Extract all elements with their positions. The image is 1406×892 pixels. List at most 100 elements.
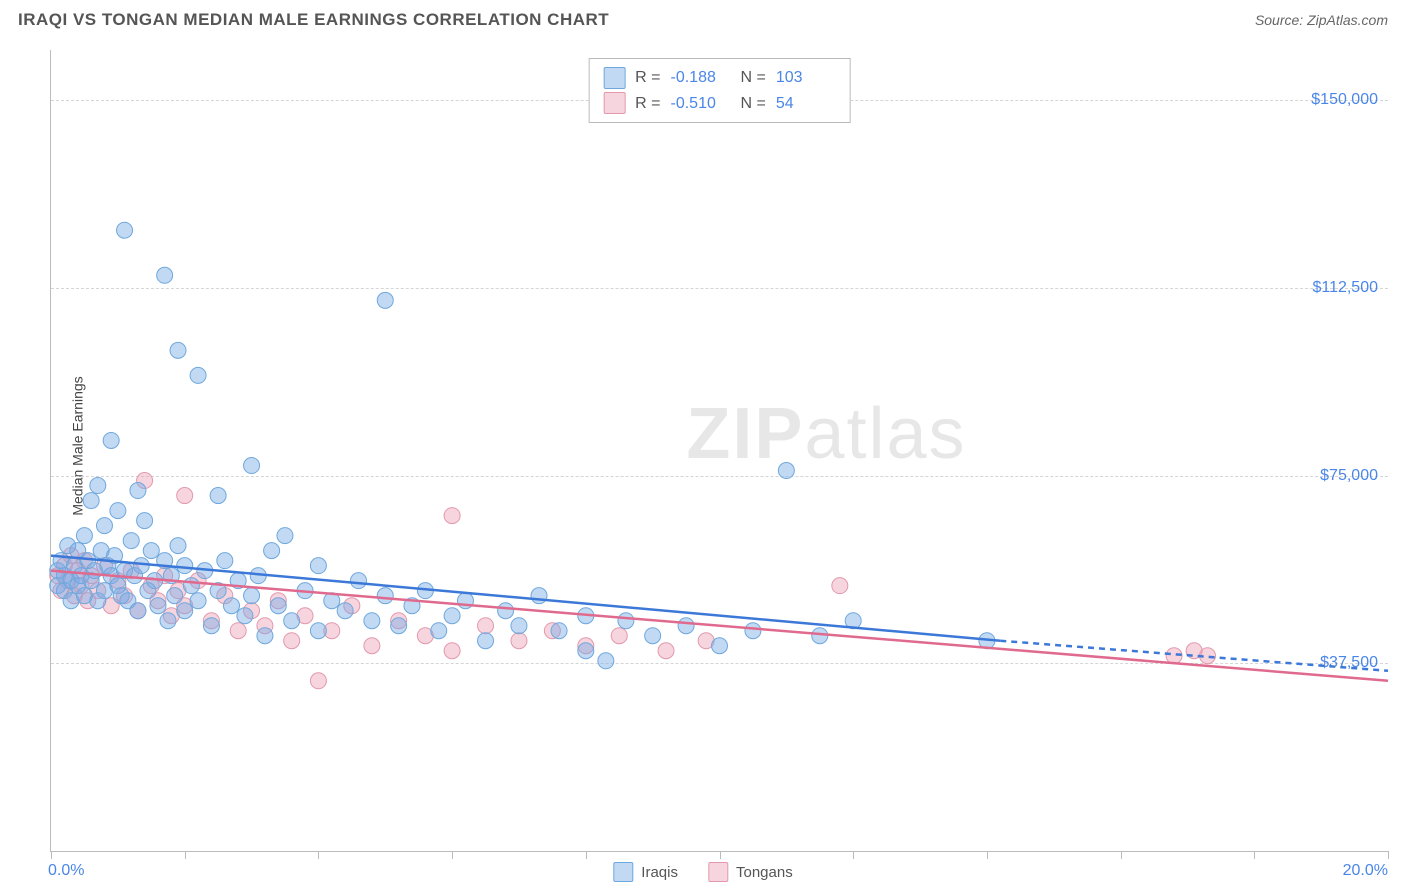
r-label: R = (635, 91, 660, 117)
scatter-point (391, 618, 407, 634)
x-tick (1121, 851, 1122, 859)
chart-plot-area: ZIPatlas $37,500$75,000$112,500$150,000 … (50, 50, 1388, 852)
scatter-point (130, 603, 146, 619)
scatter-point (645, 628, 661, 644)
scatter-point (511, 618, 527, 634)
scatter-point (778, 463, 794, 479)
x-tick (586, 851, 587, 859)
scatter-svg (51, 50, 1388, 851)
legend-item-b: Tongans (708, 862, 793, 882)
x-tick (185, 851, 186, 859)
scatter-point (257, 628, 273, 644)
legend-label-a: Iraqis (641, 864, 678, 881)
scatter-point (478, 633, 494, 649)
scatter-point (531, 588, 547, 604)
trend-line (51, 571, 1388, 681)
scatter-point (364, 613, 380, 629)
legend-item-a: Iraqis (613, 862, 678, 882)
swatch-series-a-icon (613, 862, 633, 882)
scatter-point (217, 553, 233, 569)
scatter-point (167, 588, 183, 604)
scatter-point (578, 643, 594, 659)
scatter-point (377, 292, 393, 308)
scatter-point (237, 608, 253, 624)
scatter-point (745, 623, 761, 639)
scatter-point (83, 493, 99, 509)
scatter-point (511, 633, 527, 649)
scatter-point (190, 593, 206, 609)
scatter-point (284, 633, 300, 649)
scatter-point (270, 598, 286, 614)
scatter-point (364, 638, 380, 654)
scatter-point (244, 458, 260, 474)
scatter-point (498, 603, 514, 619)
n-label: N = (741, 65, 766, 91)
scatter-point (284, 613, 300, 629)
x-axis-min-label: 0.0% (48, 862, 84, 880)
bottom-legend: Iraqis Tongans (613, 862, 792, 882)
scatter-point (478, 618, 494, 634)
scatter-point (190, 367, 206, 383)
x-tick (318, 851, 319, 859)
scatter-point (264, 543, 280, 559)
scatter-point (110, 503, 126, 519)
n-label: N = (741, 91, 766, 117)
scatter-point (598, 653, 614, 669)
r-label: R = (635, 65, 660, 91)
scatter-point (310, 673, 326, 689)
correlation-row-b: R = -0.510 N = 54 (603, 91, 836, 117)
scatter-point (150, 598, 166, 614)
correlation-legend-box: R = -0.188 N = 103 R = -0.510 N = 54 (588, 58, 851, 123)
scatter-point (96, 518, 112, 534)
x-tick (853, 851, 854, 859)
scatter-point (223, 598, 239, 614)
n-value-a: 103 (776, 65, 836, 91)
scatter-point (377, 588, 393, 604)
scatter-point (137, 513, 153, 529)
scatter-point (712, 638, 728, 654)
r-value-a: -0.188 (671, 65, 731, 91)
x-tick (720, 851, 721, 859)
scatter-point (160, 613, 176, 629)
x-tick (452, 851, 453, 859)
swatch-series-b-icon (603, 92, 625, 114)
scatter-point (658, 643, 674, 659)
scatter-point (611, 628, 627, 644)
scatter-point (812, 628, 828, 644)
scatter-point (90, 478, 106, 494)
scatter-point (351, 573, 367, 589)
scatter-point (244, 588, 260, 604)
source-label: Source: ZipAtlas.com (1255, 12, 1388, 28)
correlation-row-a: R = -0.188 N = 103 (603, 65, 836, 91)
scatter-point (277, 528, 293, 544)
scatter-point (832, 578, 848, 594)
scatter-point (678, 618, 694, 634)
scatter-point (117, 222, 133, 238)
chart-title: IRAQI VS TONGAN MEDIAN MALE EARNINGS COR… (18, 10, 609, 30)
scatter-point (170, 538, 186, 554)
r-value-b: -0.510 (671, 91, 731, 117)
scatter-point (157, 267, 173, 283)
scatter-point (444, 643, 460, 659)
scatter-point (143, 543, 159, 559)
x-tick (1254, 851, 1255, 859)
swatch-series-a-icon (603, 67, 625, 89)
scatter-point (444, 508, 460, 524)
scatter-point (133, 558, 149, 574)
scatter-point (103, 432, 119, 448)
scatter-point (123, 533, 139, 549)
scatter-point (203, 618, 219, 634)
x-tick (51, 851, 52, 859)
legend-label-b: Tongans (736, 864, 793, 881)
scatter-point (170, 342, 186, 358)
scatter-point (210, 488, 226, 504)
x-tick (1388, 851, 1389, 859)
scatter-point (130, 483, 146, 499)
scatter-point (618, 613, 634, 629)
scatter-point (337, 603, 353, 619)
scatter-point (431, 623, 447, 639)
scatter-point (177, 603, 193, 619)
scatter-point (444, 608, 460, 624)
swatch-series-b-icon (708, 862, 728, 882)
x-tick (987, 851, 988, 859)
